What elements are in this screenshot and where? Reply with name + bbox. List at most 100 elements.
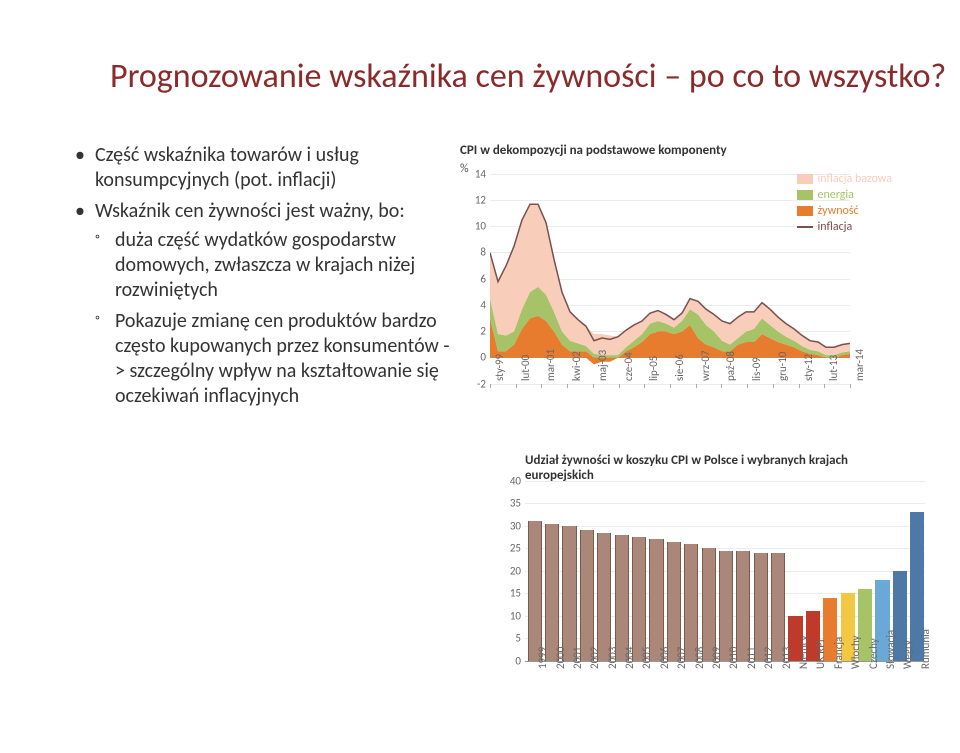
chart1-x-tick xyxy=(541,384,542,388)
chart2-x-label: 2009 xyxy=(710,646,723,668)
chart2-gridline xyxy=(525,661,925,662)
chart2-y-label: 30 xyxy=(499,519,521,532)
chart1-y-label: 8 xyxy=(462,246,486,259)
chart2-bar xyxy=(580,530,594,661)
chart1-x-tick xyxy=(567,384,568,388)
chart2-x-label: Słowacja xyxy=(884,630,897,669)
chart2-x-label: 2002 xyxy=(588,646,601,668)
chart1-x-tick xyxy=(670,384,671,388)
chart1-legend: inflacja bazowaenergiażywnośćinflacja xyxy=(797,172,893,236)
chart2-y-label: 15 xyxy=(499,587,521,600)
chart1-x-label: sie-06 xyxy=(673,354,686,381)
bullet-text-1: Część wskaźnika towarów i usług konsumpc… xyxy=(95,143,359,192)
chart1-y-label: 12 xyxy=(462,193,486,206)
chart2-bar xyxy=(615,535,629,661)
page-title: Prognozowanie wskaźnika cen żywności – p… xyxy=(0,23,960,120)
legend-row: inflacja xyxy=(797,220,893,234)
chart1-x-label: mar-01 xyxy=(544,349,557,381)
sub-item-1: duża część wydatków gospodarstw domowych… xyxy=(95,228,450,303)
chart2-y-label: 20 xyxy=(499,564,521,577)
chart2-bar xyxy=(719,551,733,661)
chart2-plot-area: 0510152025303540 xyxy=(525,481,925,661)
chart1-x-tick xyxy=(721,384,722,388)
chart2-bar xyxy=(667,542,681,661)
chart1-x-label: lut-00 xyxy=(519,354,532,380)
chart1-y-label: 6 xyxy=(462,272,486,285)
chart1-x-label: maj-03 xyxy=(596,349,609,380)
chart1-x-tick xyxy=(516,384,517,388)
legend-swatch xyxy=(797,226,813,228)
legend-swatch xyxy=(797,174,813,184)
chart2-bar xyxy=(562,526,576,661)
chart2-y-label: 10 xyxy=(499,609,521,622)
bullet-item-2: Wskaźnik cen żywności jest ważny, bo: du… xyxy=(75,199,450,409)
chart2-x-label: Węgry xyxy=(901,640,914,669)
chart1-x-tick xyxy=(799,384,800,388)
chart1-x-tick xyxy=(747,384,748,388)
chart2-x-label: 1999 xyxy=(536,646,549,668)
chart2-y-label: 0 xyxy=(499,654,521,667)
chart2-x-label: 2011 xyxy=(745,646,758,668)
chart1-x-label: lip-05 xyxy=(647,355,660,380)
chart2-bar xyxy=(632,537,646,661)
chart1-x-tick xyxy=(773,384,774,388)
chart2-gridline xyxy=(525,503,925,504)
chart2-gridline xyxy=(525,481,925,482)
chart2-x-label: 2012 xyxy=(762,646,775,668)
chart1-x-label: cze-04 xyxy=(622,352,635,381)
chart2-x-labels: 1999200020012002200320042005200620072008… xyxy=(525,663,925,733)
chart1-y-label: 10 xyxy=(462,220,486,233)
right-column: CPI w dekompozycji na podstawowe kompone… xyxy=(460,143,960,442)
cpi-decomposition-chart: % -202468101214sty-99lut-00mar-01kwi-02m… xyxy=(460,162,900,442)
sub-item-2: Pokazuje zmianę cen produktów bardzo czę… xyxy=(95,309,450,409)
chart2-bar xyxy=(545,524,559,661)
chart2-bar xyxy=(754,553,768,661)
chart2-x-label: 2001 xyxy=(571,646,584,668)
chart1-x-tick xyxy=(490,384,491,388)
left-column: Część wskaźnika towarów i usług konsumpc… xyxy=(0,143,460,442)
bullet-text-2: Wskaźnik cen żywności jest ważny, bo: xyxy=(95,199,405,223)
chart2-x-label: Rumunia xyxy=(919,629,932,669)
legend-label: inflacja bazowa xyxy=(818,172,893,186)
chart2-x-label: 2000 xyxy=(554,646,567,668)
legend-label: energia xyxy=(818,188,854,202)
chart2-x-label: 2005 xyxy=(640,646,653,668)
chart2-bar xyxy=(649,539,663,661)
bullet-list: Część wskaźnika towarów i usług konsumpc… xyxy=(75,143,450,409)
chart1-x-label: mar-14 xyxy=(853,349,866,381)
legend-swatch xyxy=(797,206,813,216)
chart1-x-label: sty-99 xyxy=(493,354,506,381)
chart2-x-label: 2013 xyxy=(780,646,793,668)
chart2-bar xyxy=(597,533,611,661)
chart2-title: Udział żywności w koszyku CPI w Polsce i… xyxy=(525,453,885,484)
chart2-x-label: Niemcy xyxy=(797,635,810,669)
chart2-x-label: 2006 xyxy=(658,646,671,668)
food-share-chart: Udział żywności w koszyku CPI w Polsce i… xyxy=(495,453,935,723)
chart2-bar xyxy=(736,551,750,661)
chart2-y-label: 25 xyxy=(499,542,521,555)
chart1-y-label: 14 xyxy=(462,167,486,180)
chart2-y-label: 35 xyxy=(499,497,521,510)
chart2-y-label: 40 xyxy=(499,474,521,487)
chart2-x-label: Francja xyxy=(832,637,845,669)
chart2-x-label: 2008 xyxy=(693,646,706,668)
chart1-y-label: 2 xyxy=(462,325,486,338)
chart2-bar xyxy=(684,544,698,661)
chart1-x-tick xyxy=(696,384,697,388)
chart1-x-label: lut-13 xyxy=(827,354,840,380)
chart2-gridline xyxy=(525,526,925,527)
chart1-x-label: wrz-07 xyxy=(699,350,712,381)
chart2-x-label: Włochy xyxy=(849,635,862,669)
chart2-x-label: UK RPI xyxy=(814,639,827,669)
chart2-bar xyxy=(702,548,716,661)
chart1-y-label: -2 xyxy=(462,377,486,390)
chart1-x-label: kwi-02 xyxy=(570,351,583,381)
chart1-x-tick xyxy=(824,384,825,388)
legend-label: inflacja xyxy=(818,220,853,234)
chart1-x-tick xyxy=(644,384,645,388)
sub-list: duża część wydatków gospodarstw domowych… xyxy=(95,228,450,409)
chart2-x-label: 2003 xyxy=(606,646,619,668)
chart2-bar xyxy=(528,521,542,661)
chart1-x-tick xyxy=(593,384,594,388)
chart2-x-label: 2007 xyxy=(675,646,688,668)
